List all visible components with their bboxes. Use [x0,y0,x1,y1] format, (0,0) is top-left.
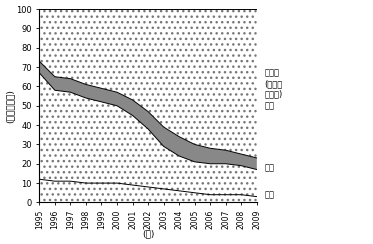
Text: その他
(民営企
業など): その他 (民営企 業など) [264,69,283,98]
Text: 集団: 集団 [264,163,275,172]
Text: 国有: 国有 [264,190,275,199]
X-axis label: (年): (年) [142,229,154,238]
Text: 外資: 外資 [264,101,275,110]
Y-axis label: (シェア、％): (シェア、％) [6,89,15,123]
